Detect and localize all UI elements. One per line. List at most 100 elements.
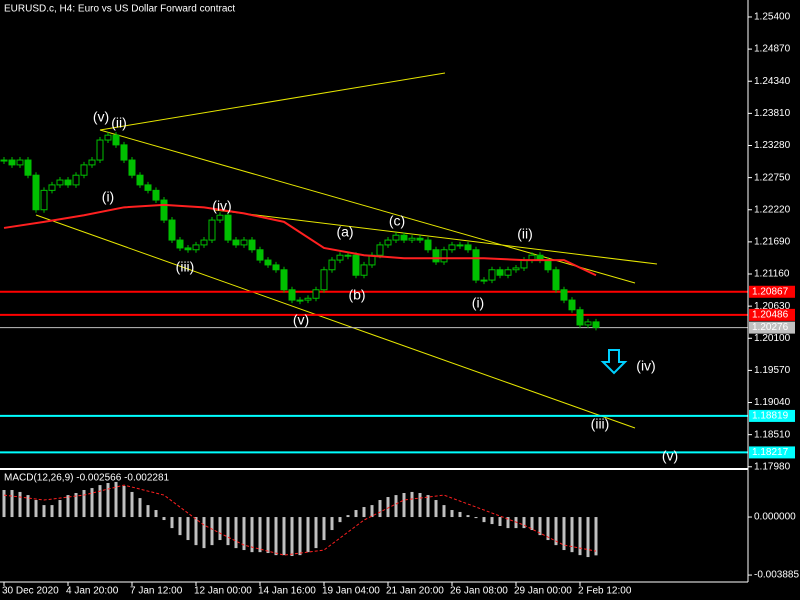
macd-bar [418,492,422,518]
candle [200,239,208,246]
x-tick-label: 12 Jan 00:00 [194,586,252,597]
level-label: 1.20867 [752,286,789,297]
macd-bar [202,517,206,549]
macd-bar [58,500,62,518]
candle [384,239,392,246]
macd-bar [538,517,542,536]
macd-bar [426,495,430,518]
y-tick-label: 1.19570 [754,365,791,376]
candle [296,299,304,302]
macd-bar [50,505,54,518]
wave-label: (iii) [591,416,610,432]
macd-signal [3,484,597,556]
level-label: 1.18217 [752,447,789,458]
y-tick-label: 1.22220 [754,204,791,215]
candle [208,219,216,241]
candle [392,234,400,241]
candle [64,179,72,186]
wave-labels: (v) (ii) (i) (iv) (iii) (v) (a) (b) (c) … [93,109,678,464]
macd-bar [482,517,486,523]
macd-bar [434,500,438,518]
macd-bar [466,515,470,518]
y-tick-label: 1.21690 [754,237,791,248]
candle [440,249,448,263]
x-tick-label: 14 Jan 16:00 [258,586,316,597]
candle [304,297,312,301]
level-tag [749,285,795,298]
level-tag [749,446,795,459]
candle [248,239,256,251]
candle [96,139,104,161]
trendline [99,129,636,284]
macd-bar [66,495,70,518]
trendlines [35,72,658,429]
candle [432,249,440,263]
macd-bar [138,498,142,518]
candle [16,159,24,166]
candle [264,259,272,266]
macd-bar [82,490,86,518]
candle [160,199,168,221]
plot [0,132,748,454]
macd-bar [42,505,46,518]
macd-bar [130,491,134,518]
candle [568,299,576,311]
macd-bar [106,482,110,518]
candle [312,289,320,299]
macd-bar [330,517,334,531]
x-tick-label: 4 Jan 20:00 [66,586,119,597]
wave-label: (i) [472,295,484,311]
level-label: 1.18819 [752,411,789,422]
candle [336,254,344,261]
y-tick-label: 1.24340 [754,76,791,87]
macd-bar [370,505,374,518]
candle [584,321,592,326]
macd-bar [10,490,14,518]
candle [120,144,128,161]
candle [576,309,584,326]
candle [72,174,80,186]
candle [216,214,224,221]
candle [80,164,88,176]
candle [560,289,568,301]
candle [360,264,368,276]
wave-label: (c) [389,213,405,229]
candle [288,289,296,301]
macd-bar [410,491,414,518]
macd-bar [506,517,510,529]
y-tick-label: 1.20100 [754,333,791,344]
y-tick-label: 1.22750 [754,172,791,183]
candle [464,244,472,251]
x-tick-label: 29 Jan 00:00 [514,586,572,597]
candle [472,249,480,281]
candle [144,184,152,191]
candle [552,269,560,291]
candle [448,244,456,251]
macd-bar [170,517,174,529]
wave-label: (v) [93,109,109,125]
level-label: 1.20276 [752,322,789,333]
macd-bar [394,495,398,518]
macd-bar [186,517,190,541]
macd-bar [194,517,198,546]
candle [8,159,16,166]
level-label: 1.20486 [752,310,789,321]
y-tick-label: 1.24870 [754,44,791,55]
candle [184,247,192,251]
candle [376,244,384,256]
macd-bar [90,488,94,518]
wave-label: (ii) [111,115,127,131]
candle [32,174,40,211]
level-tag [749,409,795,422]
x-tick-label: 21 Jan 20:00 [386,586,444,597]
macd-bar [570,517,574,553]
macd-bar [498,517,502,526]
macd-bar [530,517,534,531]
candle [504,269,512,276]
candle [520,259,528,269]
macd-bar [306,517,310,553]
down-arrow [600,349,628,375]
trendline [214,209,658,265]
macd-bar [554,517,558,546]
